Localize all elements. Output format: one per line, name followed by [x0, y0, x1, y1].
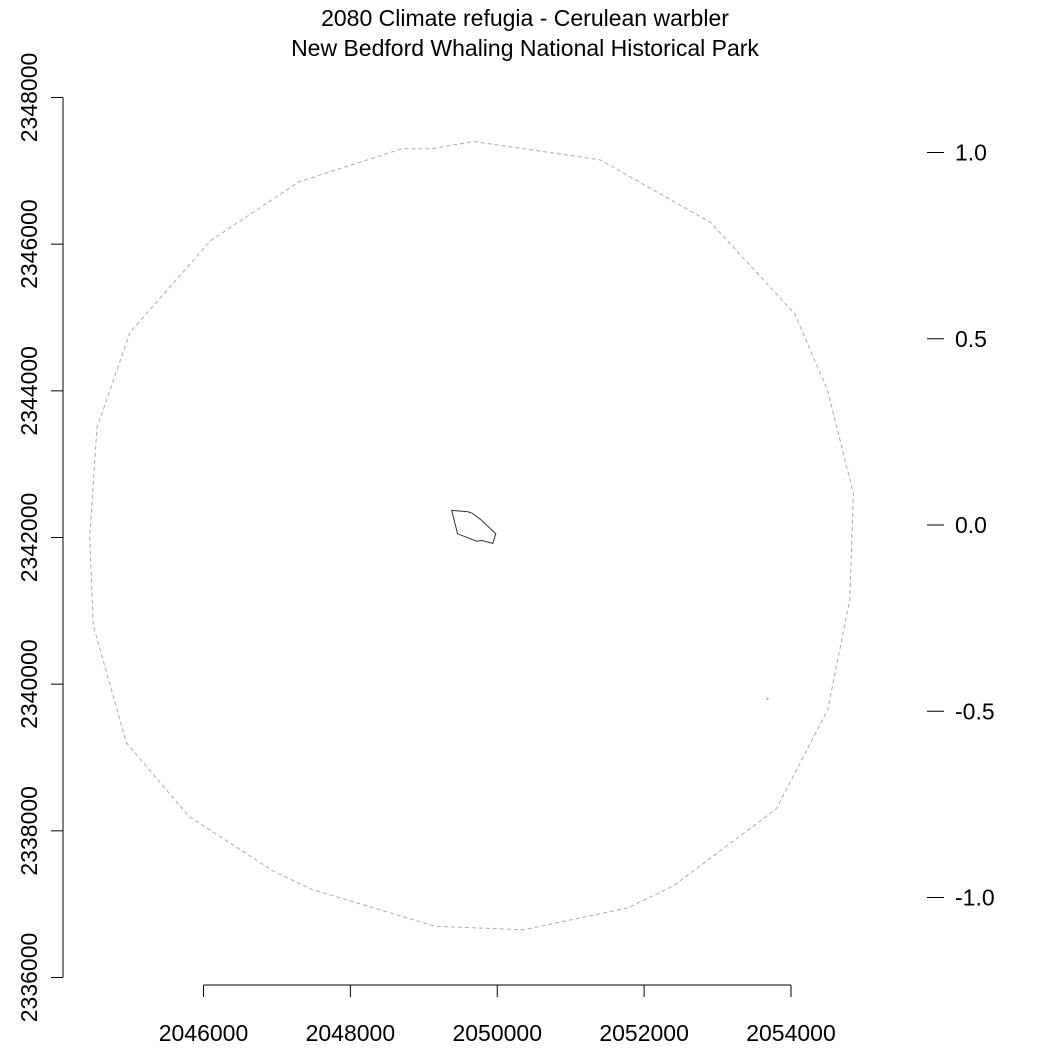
y-tick-label: 2336000 [16, 933, 42, 1023]
x-tick-label: 2046000 [159, 1020, 249, 1046]
y-tick-label: 2346000 [16, 199, 42, 289]
legend-tick-label: 1.0 [955, 140, 987, 166]
map-features [89, 141, 854, 931]
x-tick-label: 2054000 [746, 1020, 836, 1046]
x-tick-label: 2052000 [599, 1020, 689, 1046]
small-feature [766, 697, 769, 701]
y-axis: 2336000 2338000 2340000 2342000 2344000 23460… [16, 53, 64, 1023]
y-tick-label: 2342000 [16, 493, 42, 583]
y-tick-label: 2340000 [16, 639, 42, 729]
y-tick-label: 2344000 [16, 346, 42, 436]
y-tick-label: 2338000 [16, 786, 42, 876]
x-tick-label: 2048000 [306, 1020, 396, 1046]
legend-axis: 1.0 0.5 0.0 -0.5 -1.0 [927, 140, 995, 911]
chart-subtitle: New Bedford Whaling National Historical … [291, 35, 759, 61]
park-boundary [451, 509, 497, 545]
legend-tick-label: 0.5 [955, 326, 987, 352]
y-tick-label: 2348000 [16, 53, 42, 143]
x-axis: 2046000 2048000 2050000 2052000 2054000 [159, 984, 836, 1046]
legend-tick-label: -0.5 [955, 698, 995, 724]
legend-tick-label: 0.0 [955, 512, 987, 538]
x-tick-label: 2050000 [452, 1020, 542, 1046]
legend-tick-label: -1.0 [955, 885, 995, 911]
chart-title: 2080 Climate refugia - Cerulean warbler [321, 5, 729, 31]
buffer-boundary [89, 141, 854, 931]
